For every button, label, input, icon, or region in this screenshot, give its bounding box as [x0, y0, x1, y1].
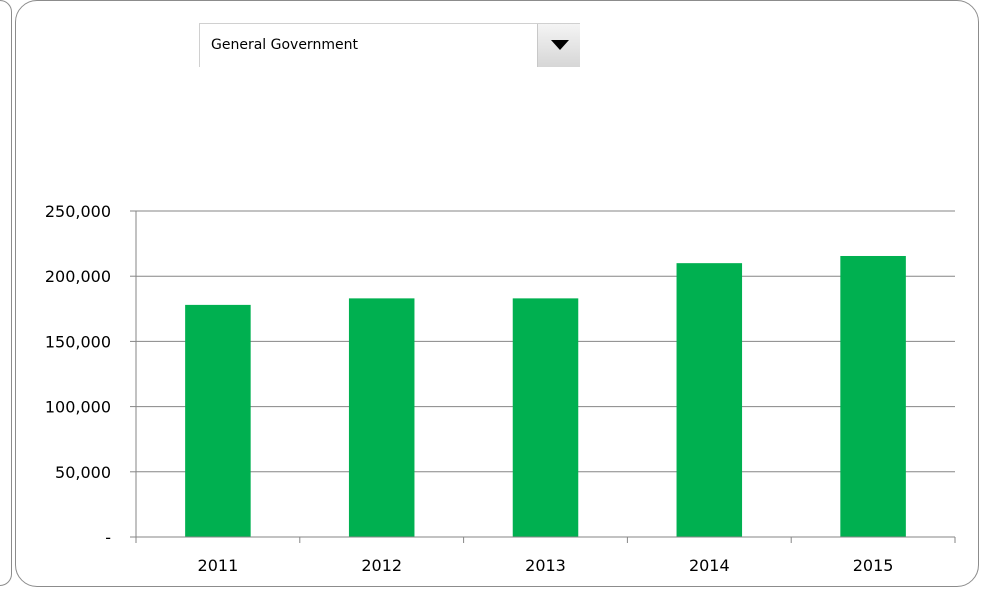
y-tick-label: 200,000	[45, 267, 111, 286]
dropdown-selected-value: General Government	[211, 37, 358, 53]
x-tick-label: 2015	[853, 556, 894, 575]
bars	[185, 255, 906, 537]
y-tick-label: 150,000	[45, 332, 111, 351]
x-tick-label: 2011	[198, 556, 239, 575]
y-tick-labels: - 50,000 100,000 150,000 200,000 250,000	[45, 202, 111, 547]
x-tick-label: 2012	[361, 556, 402, 575]
y-tick-label: 50,000	[55, 463, 111, 482]
y-tick-label: 100,000	[45, 398, 111, 417]
bar-2013	[512, 298, 579, 537]
x-tick-labels: 2011 2012 2013 2014 2015	[198, 556, 894, 575]
chart-panel	[15, 0, 979, 587]
chevron-down-icon	[551, 40, 569, 50]
bar-2015	[840, 255, 906, 537]
dropdown-toggle-button[interactable]	[537, 24, 580, 67]
y-tick-label: -	[105, 528, 111, 547]
x-tick-label: 2013	[525, 556, 566, 575]
y-tick-label: 250,000	[45, 202, 111, 221]
bar-2011	[185, 304, 251, 537]
category-dropdown[interactable]: General Government	[199, 23, 580, 67]
axes	[130, 210, 956, 543]
bar-2014	[676, 263, 743, 537]
x-tick-label: 2014	[689, 556, 730, 575]
bar-2012	[348, 298, 415, 537]
